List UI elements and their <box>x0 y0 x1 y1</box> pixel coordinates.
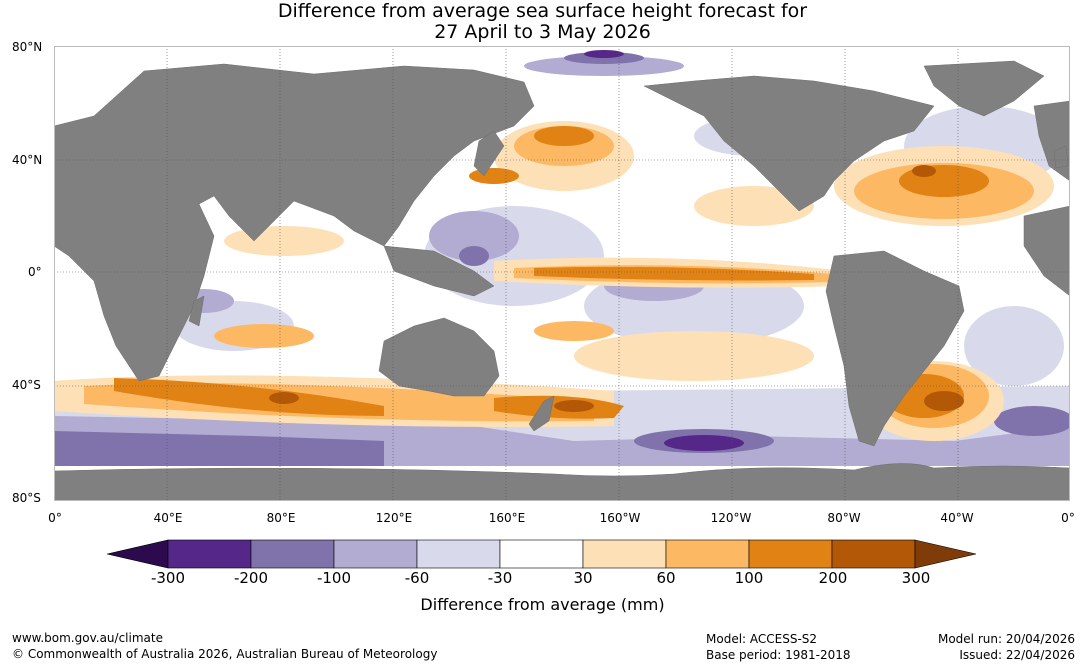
lon-label-0-right: 0° <box>1061 511 1075 525</box>
colorbar-segment <box>167 539 252 569</box>
colorbar-segment <box>416 539 501 569</box>
colorbar-segment <box>748 539 833 569</box>
anomaly-deep-purple-patches <box>584 50 744 451</box>
lat-label-40s: 40°S <box>12 378 41 392</box>
land-antarctica <box>54 463 1070 501</box>
colorbar-tick-label: 300 <box>901 569 931 587</box>
colorbar-tick-label: 200 <box>818 569 848 587</box>
lat-label-80n: 80°N <box>12 40 43 54</box>
land-africa-eurasia <box>54 63 535 382</box>
lon-label-160w: 160°W <box>599 511 641 525</box>
land-masses <box>54 60 1070 501</box>
colorbar-tick-label: -60 <box>404 569 430 587</box>
colorbar-segment <box>333 539 418 569</box>
lon-label-160e: 160°E <box>488 511 526 525</box>
colorbar-extend-max <box>914 539 977 569</box>
land-north-america <box>643 75 935 212</box>
colorbar-segment <box>250 539 335 569</box>
footer-base-period: Base period: 1981-2018 <box>706 648 851 662</box>
footer-model-run: Model run: 20/04/2026 <box>937 632 1075 646</box>
lon-label-80w: 80°W <box>827 511 861 525</box>
colorbar-tick-label: -30 <box>487 569 513 587</box>
sea-surface-height-map <box>54 46 1070 501</box>
colorbar-segment <box>831 539 916 569</box>
grid-lines <box>54 46 1070 501</box>
colorbar-tick-label: 30 <box>573 569 593 587</box>
colorbar-tick-label: -200 <box>233 569 269 587</box>
colorbar-tick-label: 60 <box>656 569 676 587</box>
land-greenland <box>923 60 1045 117</box>
lat-label-40n: 40°N <box>12 153 43 167</box>
lon-label-0-left: 0° <box>48 511 62 525</box>
colorbar-segment <box>499 539 584 569</box>
land-uk <box>1053 145 1069 169</box>
lon-label-120w: 120°W <box>710 511 752 525</box>
colorbar-tick-label: 100 <box>734 569 764 587</box>
lon-label-40w: 40°W <box>940 511 974 525</box>
footer-model: Model: ACCESS-S2 <box>706 632 818 646</box>
land-new-zealand <box>528 395 555 432</box>
footer-website[interactable]: www.bom.gov.au/climate <box>12 631 163 645</box>
colorbar-extend-min <box>107 539 169 569</box>
map-title-line-2: 27 April to 3 May 2026 <box>434 21 651 43</box>
land-australia <box>378 317 500 397</box>
colorbar-tick-label: -100 <box>316 569 352 587</box>
map-title-line-1: Difference from average sea surface heig… <box>277 0 808 22</box>
land-japan <box>473 130 505 177</box>
land-west-africa-east-edge <box>1023 205 1070 297</box>
colorbar-tick-label: -300 <box>150 569 186 587</box>
colorbar-segment <box>665 539 750 569</box>
lon-label-40e: 40°E <box>153 511 183 525</box>
lat-label-0: 0° <box>28 265 42 279</box>
colorbar <box>107 539 977 569</box>
lon-label-80e: 80°E <box>266 511 296 525</box>
map-frame <box>54 46 1070 501</box>
footer-copyright: © Commonwealth of Australia 2026, Austra… <box>12 647 438 661</box>
land-south-america <box>825 250 965 447</box>
land-maritime-se-asia <box>383 245 495 297</box>
colorbar-title: Difference from average (mm) <box>420 595 665 614</box>
colorbar-segment <box>582 539 667 569</box>
lon-label-120e: 120°E <box>375 511 413 525</box>
land-madagascar <box>188 295 205 327</box>
anomaly-brown-patches <box>269 165 964 412</box>
lat-label-80s: 80°S <box>12 491 41 505</box>
footer-issued: Issued: 22/04/2026 <box>959 648 1075 662</box>
